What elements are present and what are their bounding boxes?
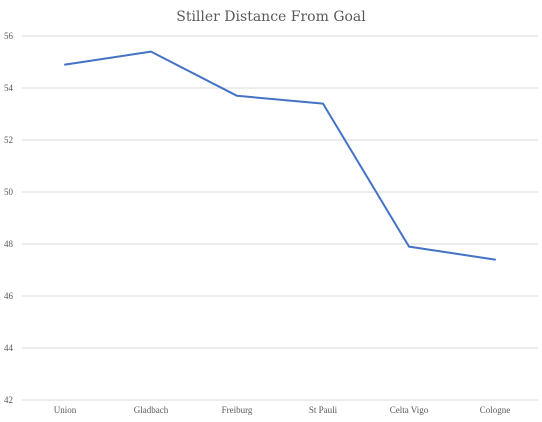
x-tick-label: Cologne xyxy=(480,405,511,415)
series-layer xyxy=(62,49,498,263)
data-point-cologne xyxy=(492,257,498,263)
chart-title: Stiller Distance From Goal xyxy=(176,9,366,25)
data-point-st-pauli xyxy=(320,101,326,107)
y-tick-label: 42 xyxy=(4,395,13,405)
x-tick-label: Gladbach xyxy=(134,405,169,415)
y-tick-label: 52 xyxy=(4,135,13,145)
data-point-freiburg xyxy=(234,93,240,99)
data-point-celta-vigo xyxy=(406,244,412,250)
y-tick-label: 44 xyxy=(4,343,14,353)
x-tick-label: St Pauli xyxy=(309,405,338,415)
series-line-0 xyxy=(64,50,496,261)
y-tick-label: 56 xyxy=(4,31,14,41)
data-point-union xyxy=(62,62,68,68)
x-axis-ticks: Union Gladbach Freiburg St Pauli Celta Vigo C… xyxy=(54,405,511,415)
x-tick-label: Union xyxy=(54,405,77,415)
y-tick-label: 54 xyxy=(4,83,14,93)
data-point-gladbach xyxy=(148,49,154,55)
x-tick-label: Celta Vigo xyxy=(390,405,429,415)
y-tick-label: 46 xyxy=(4,291,14,301)
y-axis-ticks: 42 44 46 48 50 52 54 56 xyxy=(4,31,14,405)
x-tick-label: Freiburg xyxy=(222,405,253,415)
y-tick-label: 48 xyxy=(4,239,14,249)
y-tick-label: 50 xyxy=(4,187,14,197)
gridlines xyxy=(22,35,538,401)
